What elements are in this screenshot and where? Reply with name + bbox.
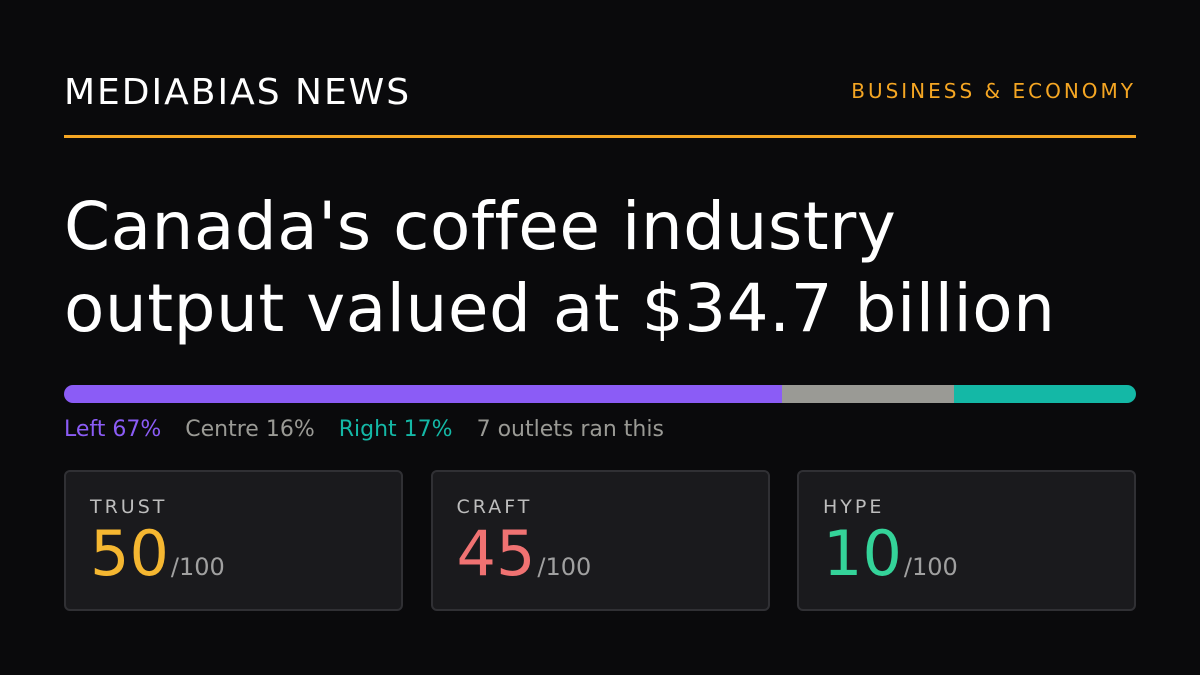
score-cards: TRUST 50 /100 CRAFT 45 /100 HYPE 10 /100: [64, 470, 1136, 611]
hype-label: HYPE: [823, 496, 885, 518]
bias-segment-left: [64, 385, 783, 403]
hype-max: /100: [903, 553, 958, 581]
trust-max: /100: [170, 553, 225, 581]
headline: Canada's coffee industry output valued a…: [64, 186, 1136, 350]
brand-title: MEDIABIAS NEWS: [64, 72, 412, 113]
headline-line-2: output valued at $34.7 billion: [64, 270, 1056, 347]
hype-value: 10: [823, 517, 902, 590]
bias-right-label: Right 17%: [338, 417, 453, 442]
headline-line-1: Canada's coffee industry: [64, 188, 897, 265]
bias-bar: [64, 385, 1136, 403]
header: MEDIABIAS NEWS BUSINESS & ECONOMY: [64, 68, 1136, 138]
trust-score-card: TRUST 50 /100: [64, 470, 403, 611]
trust-value: 50: [90, 517, 169, 590]
craft-label: CRAFT: [456, 496, 533, 518]
craft-score-card: CRAFT 45 /100: [430, 470, 770, 611]
trust-label: TRUST: [90, 496, 168, 518]
bias-segment-centre: [782, 385, 954, 403]
outlets-count: 7 outlets ran this: [476, 417, 664, 442]
hype-score-card: HYPE 10 /100: [797, 470, 1136, 611]
bias-centre-label: Centre 16%: [185, 417, 315, 442]
bias-legend: Left 67% Centre 16% Right 17% 7 outlets …: [64, 417, 664, 442]
section-label[interactable]: BUSINESS & ECONOMY: [851, 79, 1136, 103]
craft-value: 45: [456, 517, 536, 590]
bias-segment-right: [953, 385, 1136, 403]
bias-left-label: Left 67%: [64, 417, 162, 442]
craft-max: /100: [537, 553, 592, 581]
